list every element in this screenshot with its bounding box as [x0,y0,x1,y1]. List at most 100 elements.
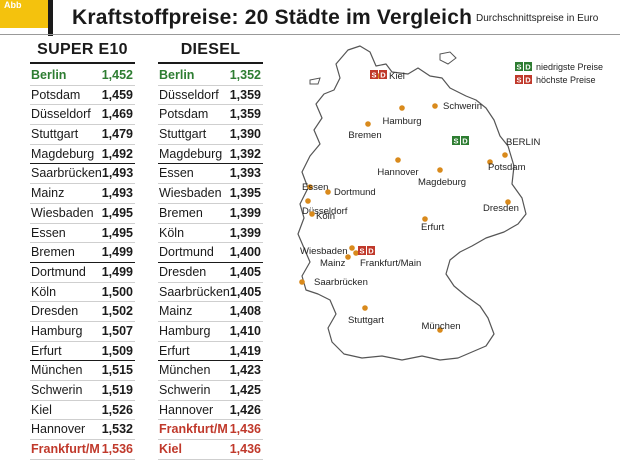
row-city: Hannover [31,422,86,437]
legend-high-d: D [525,76,531,85]
price-marker-letter: S [371,71,376,80]
city-label-frankfurt-main: Frankfurt/Main [360,258,421,269]
price-marker-s-berlin [452,136,460,145]
city-dot-bremen [365,121,371,127]
city-dot-essen [307,184,313,190]
row-city: München [159,363,211,378]
row-city: Schwerin [159,383,211,397]
row-price: 1,419 [229,343,261,358]
row-price: 1,502 [101,304,133,319]
table-diesel-header: DIESEL [180,41,241,58]
row-city: Dresden [31,304,79,319]
city-label-dortmund: Dortmund [334,187,376,198]
row-price: 1,359 [229,87,261,102]
row-city: Kiel [31,402,52,417]
legend-low: S D niedrigste Preise [515,62,603,72]
row-price: 1,390 [229,127,261,142]
row-city: Köln [159,225,185,240]
table-super-e10: SUPER E10 Berlin 1,452 Potsdam 1,459 Düsseld… [30,40,135,460]
city-dot-stuttgart [362,305,368,311]
table-row: Düsseldorf 1,469 [30,105,135,126]
city-label-erfurt: Erfurt [421,222,445,233]
row-price: 1,469 [101,107,133,122]
city-dot-dortmund [325,189,331,195]
row-price: 1,515 [101,363,133,378]
row-city: Hamburg [31,323,83,338]
table-row: Magdeburg 1,392 [158,145,263,165]
city-dot-dresden [505,199,511,205]
row-price: 1,459 [101,87,133,102]
price-marker-letter: S [359,247,364,256]
germany-outline [297,45,527,361]
table-row: Hamburg 1,507 [30,322,135,342]
row-city: Dortmund [31,264,86,279]
row-price: 1,536 [101,442,133,457]
row-price: 1,393 [229,166,261,181]
table-row: Köln 1,399 [158,224,263,244]
table-row: Stuttgart 1,479 [30,125,135,145]
table-row: Saarbrücken 1,493 [30,164,135,185]
row-price: 1,519 [101,383,133,397]
table-row: Köln 1,500 [30,283,135,303]
table-row: Kiel 1,526 [30,401,135,421]
table-row: Dortmund 1,400 [158,243,263,263]
map-island [309,77,321,85]
price-marker-d-berlin [461,136,469,145]
table-row: Mainz 1,493 [30,184,135,204]
table-row: Dresden 1,405 [158,263,263,283]
row-city: Düsseldorf [31,107,91,122]
price-marker-d-kiel [379,70,387,79]
legend-high-d-box [524,75,532,84]
table-row: Erfurt 1,509 [30,342,135,362]
table-row: München 1,423 [158,361,263,381]
table-super-e10-rows: Berlin 1,452 Potsdam 1,459 Düsseldorf 1,469 St… [30,66,135,460]
publisher-tag-text: Abb [4,0,22,10]
table-row: Frankfurt/M 1,536 [30,440,135,460]
row-price: 1,492 [101,146,133,161]
city-label-berlin: BERLIN [506,137,540,148]
row-price: 1,436 [229,442,261,457]
city-label-hamburg: Hamburg [382,116,421,127]
row-price: 1,400 [229,245,261,260]
table-row: Schwerin 1,425 [158,381,263,401]
price-marker-s-kiel [370,70,378,79]
price-marker-letter: S [453,137,458,146]
header-divider [0,34,620,35]
row-price: 1,507 [101,323,133,338]
table-row: Hamburg 1,410 [158,322,263,342]
table-header-rule [158,62,263,64]
city-dot-d-sseldorf [305,198,311,204]
table-diesel-rows: Berlin 1,352 Düsseldorf 1,359 Potsdam 1,359 St… [158,66,263,460]
row-price: 1,493 [101,186,133,201]
city-dot-berlin [502,152,508,158]
table-super-e10-header: SUPER E10 [37,41,128,58]
table-row: Saarbrücken 1,405 [158,283,263,303]
table-diesel: DIESEL Berlin 1,352 Düsseldorf 1,359 Potsdam… [158,40,263,460]
legend-low-d-box [524,62,532,71]
row-city: Essen [31,225,66,240]
legend-high-s: S [516,76,521,85]
table-row: Essen 1,393 [158,164,263,185]
table-row: Kiel 1,436 [158,440,263,460]
city-dot-mainz [345,254,351,260]
row-city: Stuttgart [159,127,207,142]
city-dot-schwerin [432,103,438,109]
row-price: 1,500 [101,284,133,299]
table-row: Bremen 1,499 [30,243,135,263]
row-city: Wiesbaden [159,186,222,201]
row-price: 1,395 [229,186,261,201]
row-city: Potsdam [159,107,209,122]
table-row: Berlin 1,352 [158,66,263,86]
city-label-kiel: Kiel [389,71,405,82]
row-price: 1,452 [101,68,133,82]
row-city: Potsdam [31,87,81,102]
row-city: Dresden [159,264,207,279]
table-row: Potsdam 1,459 [30,86,135,106]
city-label-dresden: Dresden [483,203,519,214]
legend-low-s: S [516,63,521,72]
row-price: 1,436 [229,422,261,437]
city-label-potsdam: Potsdam [488,162,526,173]
row-price: 1,359 [229,107,261,122]
title-accent-bar [48,0,53,36]
